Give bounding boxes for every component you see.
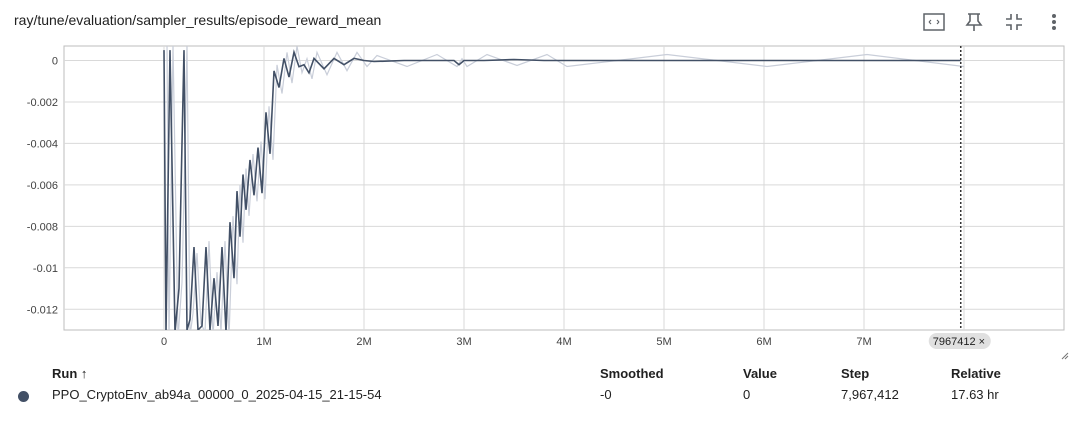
header-value[interactable]: Value <box>743 366 777 381</box>
y-tick-label: -0.01 <box>33 263 58 275</box>
y-tick-label: 0 <box>52 56 58 68</box>
pin-icon <box>965 13 983 31</box>
cell-run: PPO_CryptoEnv_ab94a_00000_0_2025-04-15_2… <box>52 387 382 402</box>
header-run[interactable]: Run ↑ <box>52 366 88 381</box>
table-row[interactable]: PPO_CryptoEnv_ab94a_00000_0_2025-04-15_2… <box>0 387 1081 405</box>
cell-relative: 17.63 hr <box>951 387 999 402</box>
resize-handle-icon[interactable] <box>1059 350 1069 360</box>
x-tick-label: 6M <box>756 336 771 348</box>
chart-toolbar <box>917 8 1071 36</box>
y-tick-label: -0.008 <box>27 221 58 233</box>
x-axis: 0 1M 2M 3M 4M 5M 6M 7M <box>161 336 872 348</box>
header-relative[interactable]: Relative <box>951 366 1001 381</box>
y-tick-label: -0.012 <box>27 304 58 316</box>
header-smoothed[interactable]: Smoothed <box>600 366 664 381</box>
series-raw-line <box>166 46 964 330</box>
more-vert-icon <box>1052 14 1056 30</box>
cell-smoothed: -0 <box>600 387 612 402</box>
run-color-swatch <box>18 391 29 402</box>
x-tick-label: 2M <box>356 336 371 348</box>
hover-step-label: 7967412 × <box>933 336 985 348</box>
x-tick-label: 7M <box>856 336 871 348</box>
pin-button[interactable] <box>957 8 991 36</box>
x-tick-label: 3M <box>456 336 471 348</box>
line-chart[interactable]: 0 -0.002 -0.004 -0.006 -0.008 -0.01 -0.012 0 1M… <box>0 0 1081 360</box>
x-tick-label: 5M <box>656 336 671 348</box>
fit-domain-icon <box>923 13 945 31</box>
y-axis: 0 -0.002 -0.004 -0.006 -0.008 -0.01 -0.012 <box>27 56 58 317</box>
y-tick-label: -0.002 <box>27 97 58 109</box>
collapse-button[interactable] <box>997 8 1031 36</box>
y-tick-label: -0.006 <box>27 180 58 192</box>
x-tick-label: 1M <box>256 336 271 348</box>
cell-step: 7,967,412 <box>841 387 899 402</box>
cell-value: 0 <box>743 387 751 402</box>
more-menu-button[interactable] <box>1037 8 1071 36</box>
header-step[interactable]: Step <box>841 366 870 381</box>
collapse-icon <box>1006 14 1022 30</box>
x-tick-label: 0 <box>161 336 167 348</box>
y-tick-label: -0.004 <box>27 138 58 150</box>
fit-domain-button[interactable] <box>917 8 951 36</box>
chart-title: ray/tune/evaluation/sampler_results/epis… <box>14 12 382 28</box>
x-tick-label: 4M <box>556 336 571 348</box>
table-header: Run ↑ Smoothed Value Step Relative <box>0 366 1081 384</box>
hover-step-badge[interactable]: 7967412 × <box>928 333 991 349</box>
grid <box>63 45 1065 331</box>
series-smoothed-line <box>163 49 961 330</box>
